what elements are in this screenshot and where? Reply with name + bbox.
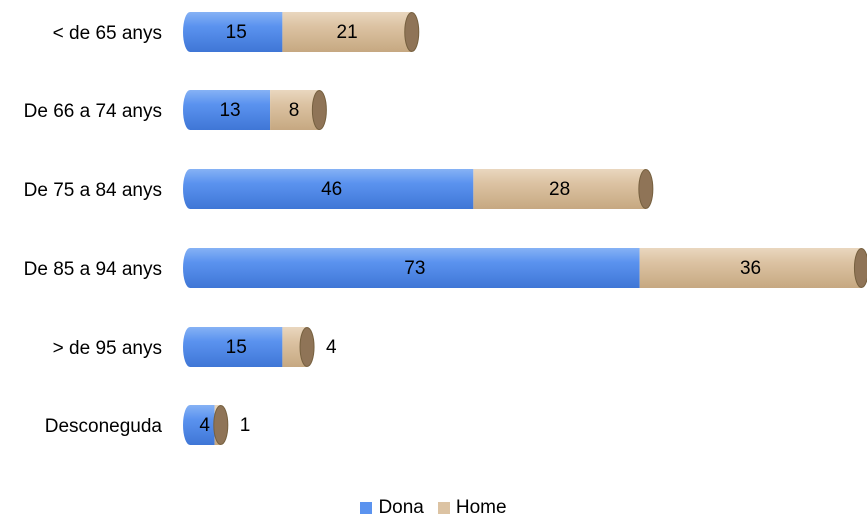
labels-layer: < de 65 anys 15 21 De 66 a 74 anys 13 8 De 75 … — [24, 22, 762, 437]
bar-start-cap-de-65-anys — [183, 12, 197, 52]
bar-dona-de-75-a-84-anys — [190, 169, 474, 209]
category-label-de-85-a-94-anys: De 85 a 94 anys — [24, 259, 162, 280]
bar-start-cap-de-85-a-94-anys — [183, 248, 197, 288]
bar-dona-de-66-a-74-anys — [190, 90, 271, 130]
value-label-dona-de-95-anys: 15 — [226, 337, 247, 358]
legend: Dona Home — [0, 497, 867, 519]
value-label-dona-de-75-a-84-anys: 46 — [321, 179, 342, 200]
bar-end-cap-de-95-anys — [299, 327, 315, 367]
chart-canvas: < de 65 anys 15 21 De 66 a 74 anys 13 8 De 75 … — [24, 12, 867, 445]
bar-home-de-85-a-94-anys — [639, 248, 862, 288]
legend-label-home: Home — [455, 497, 507, 518]
category-label-de-65-anys: < de 65 anys — [53, 23, 162, 44]
value-label-dona-de-66-a-74-anys: 13 — [219, 100, 240, 121]
bar-dona-de-95-anys — [190, 327, 283, 367]
bar-end-cap-de-66-a-74-anys — [311, 90, 327, 130]
bar-start-cap-de-66-a-74-anys — [183, 90, 197, 130]
value-label-dona-de-85-a-94-anys: 73 — [404, 258, 425, 279]
category-label-desconeguda: Desconeguda — [45, 416, 163, 437]
bar-start-cap-desconeguda — [183, 405, 197, 445]
value-label-home-desconeguda: 1 — [240, 415, 251, 436]
category-label-de-66-a-74-anys: De 66 a 74 anys — [24, 101, 162, 122]
value-label-home-de-95-anys: 4 — [326, 337, 337, 358]
bar-home-de-65-anys — [282, 12, 412, 52]
bar-end-cap-de-85-a-94-anys — [853, 248, 867, 288]
legend-item-home: Home — [437, 497, 507, 519]
bar-home-de-75-a-84-anys — [473, 169, 646, 209]
bar-start-cap-de-95-anys — [183, 327, 197, 367]
legend-swatch-dona — [360, 502, 373, 514]
value-label-dona-de-65-anys: 15 — [226, 22, 247, 43]
legend-label-dona: Dona — [378, 497, 424, 518]
bar-end-cap-desconeguda — [213, 405, 229, 445]
bar-end-cap-de-65-anys — [404, 12, 420, 52]
legend-item-dona: Dona — [360, 497, 424, 519]
bar-start-cap-de-75-a-84-anys — [183, 169, 197, 209]
bar-home-de-66-a-74-anys — [270, 90, 320, 130]
bar-end-cap-de-75-a-84-anys — [638, 169, 654, 209]
value-label-home-de-65-anys: 21 — [337, 22, 358, 43]
value-label-home-de-75-a-84-anys: 28 — [549, 179, 570, 200]
legend-swatch-home — [437, 502, 450, 514]
bar-dona-de-85-a-94-anys — [190, 248, 640, 288]
value-label-dona-desconeguda: 4 — [199, 415, 210, 436]
bar-dona-de-65-anys — [190, 12, 283, 52]
value-label-home-de-85-a-94-anys: 36 — [740, 258, 761, 279]
category-label-de-75-a-84-anys: De 75 a 84 anys — [24, 180, 162, 201]
value-label-home-de-66-a-74-anys: 8 — [289, 100, 300, 121]
category-label-de-95-anys: > de 95 anys — [53, 338, 162, 359]
bars-layer — [183, 12, 867, 445]
